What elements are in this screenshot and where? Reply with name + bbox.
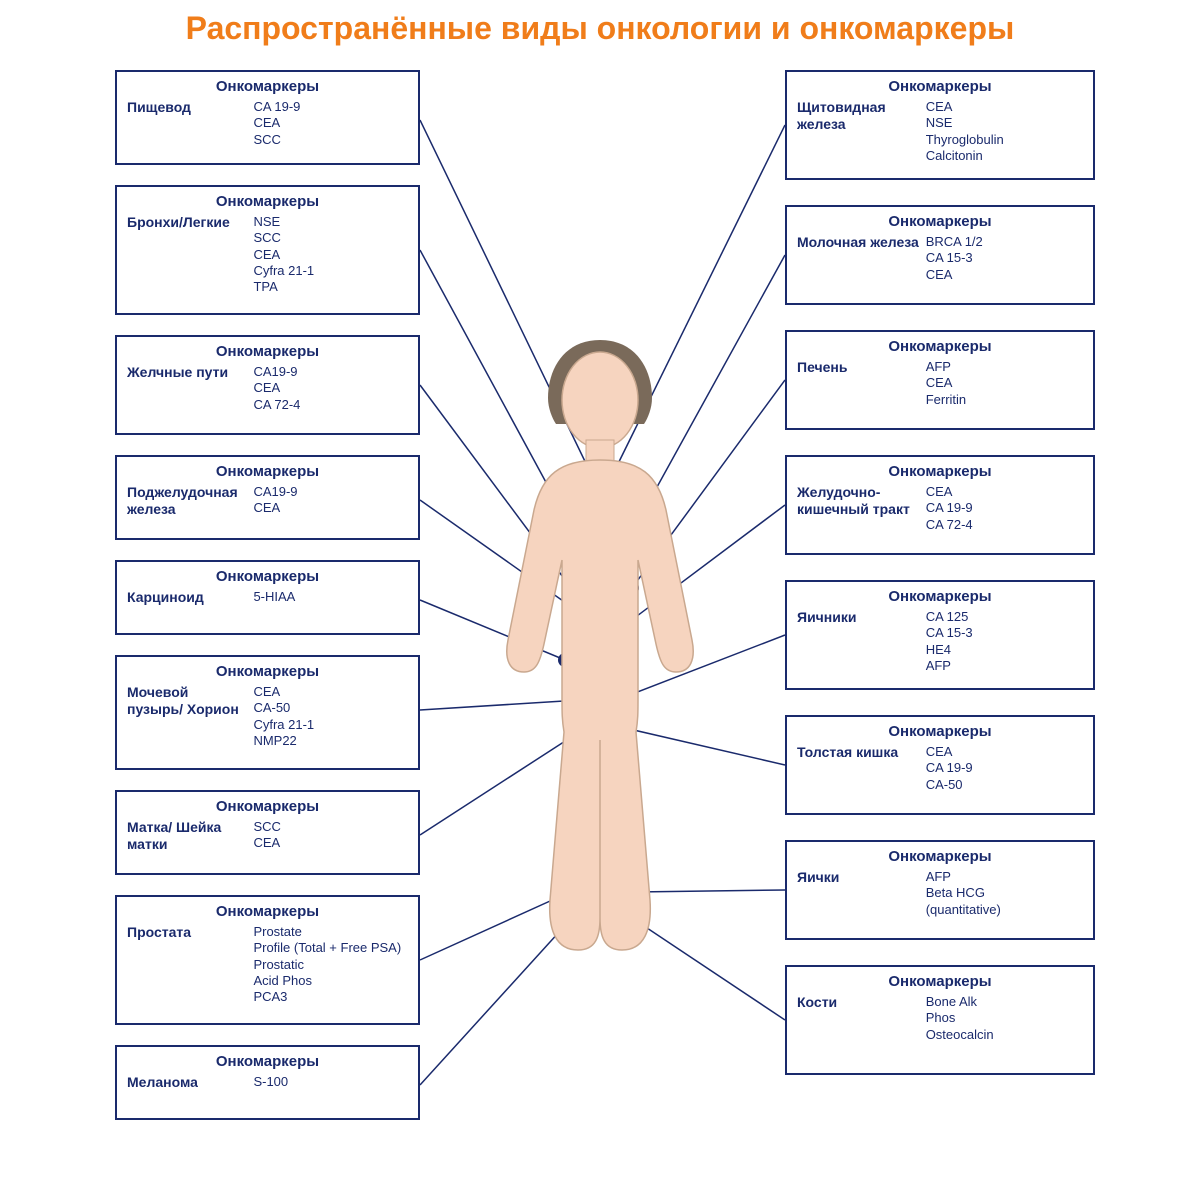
box-header: Онкомаркеры <box>127 1053 408 1070</box>
box-header: Онкомаркеры <box>127 78 408 95</box>
box-header: Онкомаркеры <box>797 848 1083 865</box>
box-row: Поджелудочная железаCA19-9CEA <box>127 484 408 518</box>
marker-list: BRCA 1/2CA 15-3CEA <box>926 234 1083 283</box>
box-header: Онкомаркеры <box>797 723 1083 740</box>
marker-list: CEANSEThyroglobulinCalcitonin <box>926 99 1083 164</box>
box-row: Толстая кишкаCEACA 19-9CA-50 <box>797 744 1083 793</box>
marker-box-bone: Онкомаркеры КостиBone AlkPhosOsteocalcin <box>785 965 1095 1075</box>
marker-box-gi: Онкомаркеры Желудочно-кишечный трактCEACA… <box>785 455 1095 555</box>
marker-box-melanoma: Онкомаркеры МеланомаS-100 <box>115 1045 420 1120</box>
organ-name: Мочевой пузырь/ Хорион <box>127 684 253 718</box>
box-row: МеланомаS-100 <box>127 1074 408 1091</box>
box-row: ПеченьAFPCEAFerritin <box>797 359 1083 408</box>
box-header: Онкомаркеры <box>797 588 1083 605</box>
organ-name: Поджелудочная железа <box>127 484 253 518</box>
marker-box-lungs: Онкомаркеры Бронхи/ЛегкиеNSESCCCEACyfra 2… <box>115 185 420 315</box>
marker-box-carcinoid: Онкомаркеры Карциноид5-HIAA <box>115 560 420 635</box>
marker-list: CEACA-50Cyfra 21-1NMP22 <box>253 684 408 749</box>
box-header: Онкомаркеры <box>797 78 1083 95</box>
box-header: Онкомаркеры <box>127 663 408 680</box>
box-row: Щитовидная железаCEANSEThyroglobulinCalc… <box>797 99 1083 164</box>
box-header: Онкомаркеры <box>127 343 408 360</box>
box-row: КостиBone AlkPhosOsteocalcin <box>797 994 1083 1043</box>
marker-box-ovaries: Онкомаркеры ЯичникиCA 125CA 15-3HE4AFP <box>785 580 1095 690</box>
box-row: Желчные путиCA19-9CEACA 72-4 <box>127 364 408 413</box>
box-row: Карциноид5-HIAA <box>127 589 408 606</box>
marker-box-prostate: Онкомаркеры ПростатаProstateProfile (Tota… <box>115 895 420 1025</box>
marker-list: Bone AlkPhosOsteocalcin <box>926 994 1083 1043</box>
box-header: Онкомаркеры <box>797 213 1083 230</box>
box-header: Онкомаркеры <box>127 903 408 920</box>
organ-name: Молочная железа <box>797 234 926 251</box>
marker-box-bile: Онкомаркеры Желчные путиCA19-9CEACA 72-4 <box>115 335 420 435</box>
organ-name: Карциноид <box>127 589 253 606</box>
organ-name: Меланома <box>127 1074 253 1091</box>
organ-name: Щитовидная железа <box>797 99 926 133</box>
organ-name: Бронхи/Легкие <box>127 214 253 231</box>
marker-box-bladder: Онкомаркеры Мочевой пузырь/ ХорионCEACA-5… <box>115 655 420 770</box>
box-header: Онкомаркеры <box>797 338 1083 355</box>
marker-list: CA19-9CEA <box>253 484 408 517</box>
marker-list: S-100 <box>253 1074 408 1090</box>
box-header: Онкомаркеры <box>127 193 408 210</box>
box-row: Матка/ Шейка маткиSCCCEA <box>127 819 408 853</box>
marker-box-thyroid: Онкомаркеры Щитовидная железаCEANSEThyrog… <box>785 70 1095 180</box>
organ-name: Кости <box>797 994 926 1011</box>
page-title: Распространённые виды онкологии и онкома… <box>0 10 1200 47</box>
organ-name: Толстая кишка <box>797 744 926 761</box>
marker-box-breast: Онкомаркеры Молочная железаBRCA 1/2CA 15-… <box>785 205 1095 305</box>
box-header: Онкомаркеры <box>127 798 408 815</box>
marker-list: AFPBeta HCG(quantitative) <box>926 869 1083 918</box>
marker-list: 5-HIAA <box>253 589 408 605</box>
organ-name: Простата <box>127 924 253 941</box>
organ-name: Желчные пути <box>127 364 253 381</box>
organ-name: Яичники <box>797 609 926 626</box>
box-header: Онкомаркеры <box>127 463 408 480</box>
organ-name: Пищевод <box>127 99 253 116</box>
box-row: Мочевой пузырь/ ХорионCEACA-50Cyfra 21-1… <box>127 684 408 749</box>
box-header: Онкомаркеры <box>797 973 1083 990</box>
marker-list: CA 19-9CEASCC <box>253 99 408 148</box>
box-row: ПростатаProstateProfile (Total + Free PS… <box>127 924 408 1005</box>
marker-box-uterus: Онкомаркеры Матка/ Шейка маткиSCCCEA <box>115 790 420 875</box>
box-header: Онкомаркеры <box>127 568 408 585</box>
marker-list: CEACA 19-9CA-50 <box>926 744 1083 793</box>
marker-box-esophagus: Онкомаркеры ПищеводCA 19-9CEASCC <box>115 70 420 165</box>
marker-list: CA19-9CEACA 72-4 <box>253 364 408 413</box>
diagram-stage: ОнкомаркерыПищеводCA 19-9CEASCCОнкомарке… <box>0 60 1200 1200</box>
box-row: ЯичникиCA 125CA 15-3HE4AFP <box>797 609 1083 674</box>
box-row: Молочная железаBRCA 1/2CA 15-3CEA <box>797 234 1083 283</box>
box-row: Бронхи/ЛегкиеNSESCCCEACyfra 21-1TPA <box>127 214 408 295</box>
marker-box-testes: Онкомаркеры ЯичкиAFPBeta HCG(quantitative… <box>785 840 1095 940</box>
marker-box-pancreas: Онкомаркеры Поджелудочная железаCA19-9CEA <box>115 455 420 540</box>
box-header: Онкомаркеры <box>797 463 1083 480</box>
human-figure <box>490 340 710 960</box>
organ-name: Яички <box>797 869 926 886</box>
organ-name: Матка/ Шейка матки <box>127 819 253 853</box>
marker-list: AFPCEAFerritin <box>926 359 1083 408</box>
marker-list: NSESCCCEACyfra 21-1TPA <box>253 214 408 295</box>
box-row: ЯичкиAFPBeta HCG(quantitative) <box>797 869 1083 918</box>
marker-list: CEACA 19-9CA 72-4 <box>926 484 1083 533</box>
marker-box-liver: Онкомаркеры ПеченьAFPCEAFerritin <box>785 330 1095 430</box>
organ-name: Печень <box>797 359 926 376</box>
marker-list: ProstateProfile (Total + Free PSA)Prosta… <box>253 924 408 1005</box>
marker-box-colon: Онкомаркеры Толстая кишкаCEACA 19-9CA-50 <box>785 715 1095 815</box>
box-row: Желудочно-кишечный трактCEACA 19-9CA 72-… <box>797 484 1083 533</box>
marker-list: SCCCEA <box>253 819 408 852</box>
box-row: ПищеводCA 19-9CEASCC <box>127 99 408 148</box>
marker-list: CA 125CA 15-3HE4AFP <box>926 609 1083 674</box>
organ-name: Желудочно-кишечный тракт <box>797 484 926 518</box>
